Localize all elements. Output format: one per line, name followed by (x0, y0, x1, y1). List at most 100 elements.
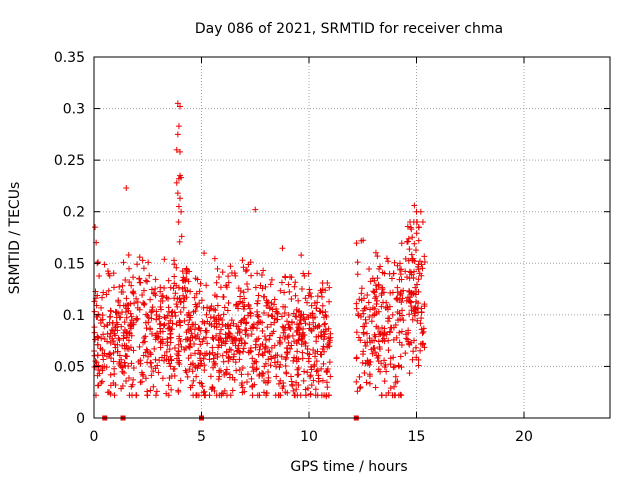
data-point (284, 348, 291, 355)
data-point (215, 273, 222, 280)
data-point (123, 377, 130, 384)
data-point (210, 306, 217, 313)
data-point (255, 335, 262, 342)
data-point (390, 270, 397, 277)
data-point (106, 389, 113, 396)
grid (94, 57, 610, 418)
data-point (161, 314, 168, 321)
data-point (133, 392, 140, 399)
data-point (271, 315, 278, 322)
data-point (404, 223, 411, 230)
data-point (314, 392, 321, 399)
data-point (259, 350, 266, 357)
data-point (242, 327, 249, 334)
data-point (241, 388, 248, 395)
data-point (199, 383, 206, 390)
data-point (220, 390, 227, 397)
data-point (413, 230, 420, 237)
data-point (274, 352, 281, 359)
data-point (370, 288, 377, 295)
data-point (282, 274, 289, 281)
data-point (324, 344, 331, 351)
data-point (251, 381, 258, 388)
data-point (174, 131, 181, 138)
data-point (409, 316, 416, 323)
data-point (168, 373, 175, 380)
data-point (176, 317, 183, 324)
data-point (364, 357, 371, 364)
data-point (416, 258, 423, 265)
data-point (306, 286, 313, 293)
data-point (141, 300, 148, 307)
data-point (324, 365, 331, 372)
data-point (157, 297, 164, 304)
data-point (293, 340, 300, 347)
data-point (244, 371, 251, 378)
data-point (203, 311, 210, 318)
data-point (119, 368, 126, 375)
data-point (362, 342, 369, 349)
data-point (182, 336, 189, 343)
data-point (360, 348, 367, 355)
data-point (98, 304, 105, 311)
data-point (170, 257, 177, 264)
data-point (219, 321, 226, 328)
data-point (241, 303, 248, 310)
data-point (285, 312, 292, 319)
data-point (121, 369, 128, 376)
data-point (377, 368, 384, 375)
data-point (240, 306, 247, 313)
data-point (406, 268, 413, 275)
data-point (383, 255, 390, 262)
data-point (177, 319, 184, 326)
data-point (232, 302, 239, 309)
data-point (235, 342, 242, 349)
data-point (236, 349, 243, 356)
data-point (167, 284, 174, 291)
data-point (118, 289, 125, 296)
data-point (105, 287, 112, 294)
data-point (375, 338, 382, 345)
data-point (385, 347, 392, 354)
data-point (139, 291, 146, 298)
data-point (295, 336, 302, 343)
data-point (269, 306, 276, 313)
data-point (121, 359, 128, 366)
data-point (249, 392, 256, 399)
data-point (280, 303, 287, 310)
data-point (219, 352, 226, 359)
data-point (140, 287, 147, 294)
data-point (259, 352, 266, 359)
data-point (253, 325, 260, 332)
data-point (390, 336, 397, 343)
data-point (273, 363, 280, 370)
data-point (130, 347, 137, 354)
data-point (372, 282, 379, 289)
data-point (92, 224, 99, 231)
data-point (173, 321, 180, 328)
data-point (327, 330, 334, 337)
data-point (295, 364, 302, 371)
data-point (263, 390, 270, 397)
data-point (118, 323, 125, 330)
data-point (254, 392, 261, 399)
data-point (292, 279, 299, 286)
data-point (263, 297, 270, 304)
data-point (106, 313, 113, 320)
data-point (271, 359, 278, 366)
data-point (97, 317, 104, 324)
data-point (136, 254, 143, 261)
data-point (372, 349, 379, 356)
data-point (153, 316, 160, 323)
data-point (308, 302, 315, 309)
data-point (355, 334, 362, 341)
data-point (197, 357, 204, 364)
data-point (125, 375, 132, 382)
data-point (373, 301, 380, 308)
data-point (396, 276, 403, 283)
data-point (365, 299, 372, 306)
x-tick-label: 10 (300, 429, 318, 445)
data-point (153, 388, 160, 395)
data-point (295, 371, 302, 378)
data-point (286, 324, 293, 331)
